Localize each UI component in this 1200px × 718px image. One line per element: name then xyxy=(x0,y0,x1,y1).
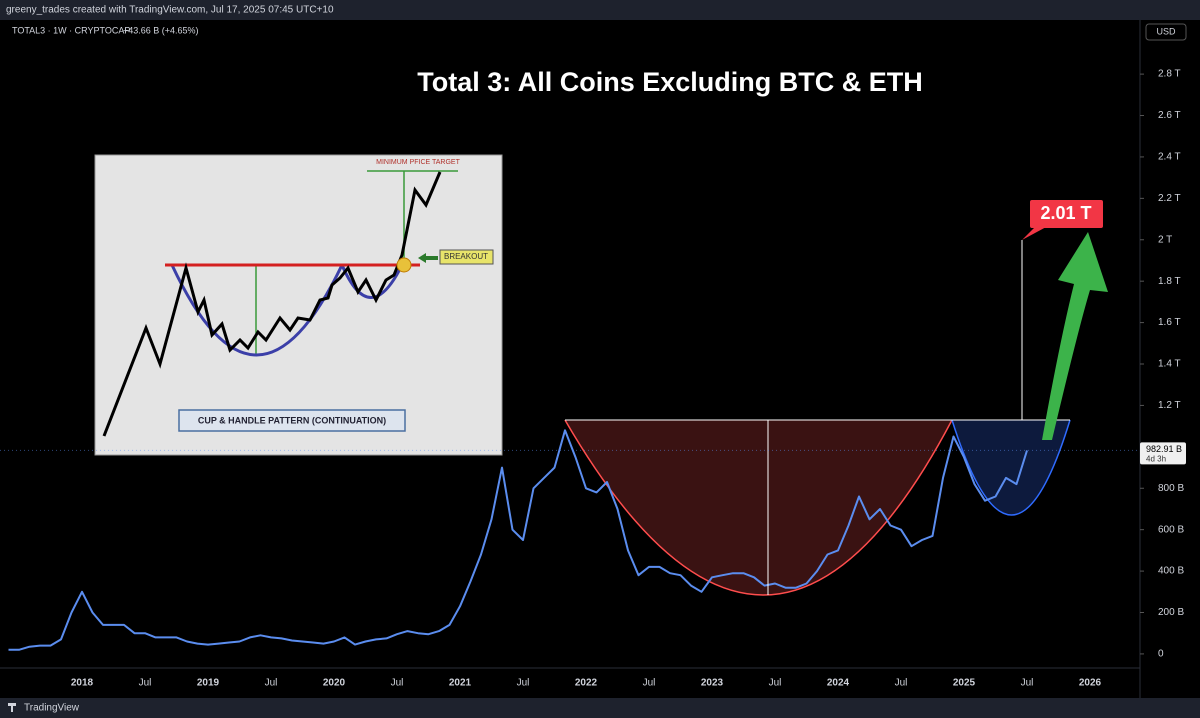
up-arrow xyxy=(1042,232,1108,440)
y-tick-label: 1.4 T xyxy=(1158,359,1181,370)
x-tick-label: Jul xyxy=(643,678,656,689)
x-tick-label: Jul xyxy=(517,678,530,689)
y-tick-label: 2.6 T xyxy=(1158,110,1181,121)
x-tick-label: Jul xyxy=(139,678,152,689)
x-tick-label: 2023 xyxy=(701,678,724,689)
x-tick-label: 2021 xyxy=(449,678,472,689)
target-box xyxy=(1030,200,1103,228)
x-tick-label: 2018 xyxy=(71,678,94,689)
change: +43.66 B (+4.65%) xyxy=(123,25,199,35)
x-tick-label: 2025 xyxy=(953,678,976,689)
inset-handle xyxy=(340,264,404,299)
x-tick-label: 2019 xyxy=(197,678,220,689)
inset xyxy=(94,154,503,456)
x-tick-label: 2020 xyxy=(323,678,346,689)
handle-curve xyxy=(951,419,1071,516)
inset-breakout-arrow xyxy=(418,253,438,263)
target-pointer xyxy=(1022,226,1048,240)
chart-title: Total 3: All Coins Excluding BTC & ETH xyxy=(417,67,923,97)
x-tick-label: Jul xyxy=(769,678,782,689)
footer-bar xyxy=(0,698,1200,718)
inset-price xyxy=(102,171,442,437)
y-tick-label: 200 B xyxy=(1158,607,1184,618)
countdown: 4d 3h xyxy=(1146,454,1166,463)
y-tick-label: 400 B xyxy=(1158,566,1184,577)
inset-breakout-label: BREAKOUT xyxy=(444,252,488,261)
footer-brand: TradingView xyxy=(24,703,80,714)
x-tick-label: 2026 xyxy=(1079,678,1102,689)
y-tick-label: 1.2 T xyxy=(1158,400,1181,411)
y-tick-label: 1.8 T xyxy=(1158,276,1181,287)
x-tick-label: 2022 xyxy=(575,678,598,689)
y-tick-label: 800 B xyxy=(1158,483,1184,494)
currency-box[interactable] xyxy=(1145,23,1187,41)
inset-target-label: MINIMUM PFICE TARGET xyxy=(376,159,460,166)
cup-curve xyxy=(564,419,953,596)
x-tick-label: Jul xyxy=(265,678,278,689)
inset-pattern-box xyxy=(178,409,406,432)
currency[interactable]: USD xyxy=(1156,26,1176,36)
inset-breakout-box xyxy=(439,249,494,265)
y-tick-label: 2.8 T xyxy=(1158,69,1181,80)
x-tick-label: Jul xyxy=(1021,678,1034,689)
x-tick-label: 2024 xyxy=(827,678,850,689)
last-price-label: 982.91 B xyxy=(1146,444,1182,454)
symbol: TOTAL3 · 1W · CRYPTOCAP xyxy=(12,25,130,35)
x-tick-label: Jul xyxy=(895,678,908,689)
footer-logo xyxy=(8,703,16,712)
target-label: 2.01 T xyxy=(1040,203,1091,223)
y-tick-label: 2.2 T xyxy=(1158,193,1181,204)
inset-cup xyxy=(170,264,344,357)
inset-breakout-point xyxy=(396,257,412,273)
y-tick-label: 1.6 T xyxy=(1158,317,1181,328)
cup-fill xyxy=(565,420,952,595)
last-price-box xyxy=(1140,442,1186,465)
x-tick-label: Jul xyxy=(391,678,404,689)
y-tick-label: 600 B xyxy=(1158,524,1184,535)
credit: greeny_trades created with TradingView.c… xyxy=(6,5,334,16)
y-tick-label: 2.4 T xyxy=(1158,152,1181,163)
inset-pattern-label: CUP & HANDLE PATTERN (CONTINUATION) xyxy=(198,415,386,425)
header-bar xyxy=(0,0,1200,20)
y-tick-label: 2 T xyxy=(1158,234,1172,245)
y-tick-label: 0 xyxy=(1158,649,1164,660)
price-line xyxy=(8,429,1028,651)
